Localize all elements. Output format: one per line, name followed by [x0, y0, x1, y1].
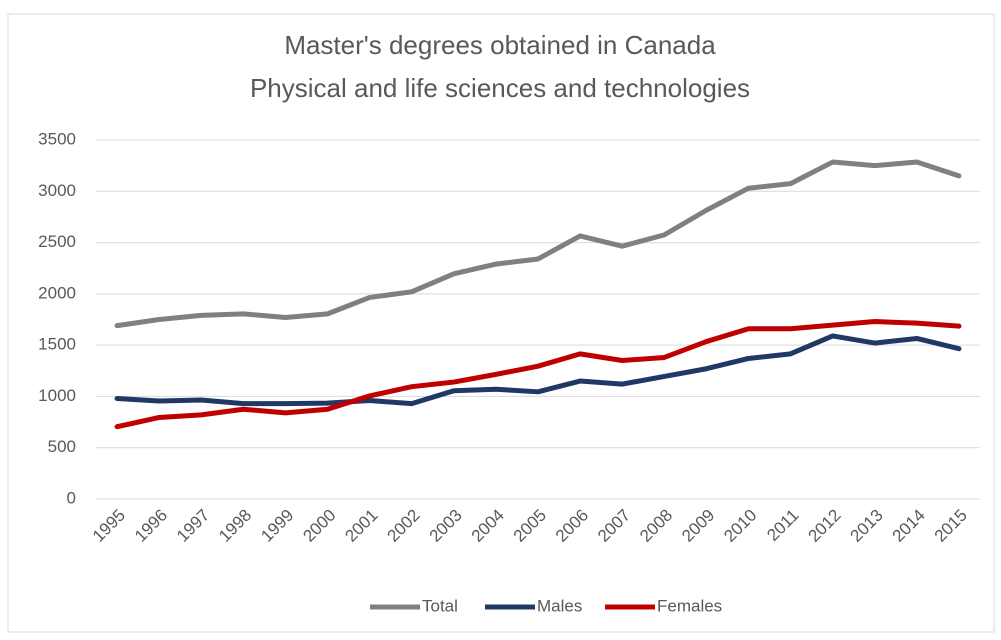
legend-label: Total: [422, 596, 458, 615]
y-tick-label: 1000: [38, 386, 76, 405]
y-tick-label: 500: [48, 437, 76, 456]
line-series: [114, 159, 962, 329]
y-tick-label: 3000: [38, 181, 76, 200]
line-series: [114, 319, 962, 430]
y-tick-label: 0: [67, 488, 76, 507]
y-tick-label: 3500: [38, 129, 76, 148]
y-tick-label: 2500: [38, 232, 76, 251]
y-tick-label: 1500: [38, 335, 76, 354]
chart-subtitle: Physical and life sciences and technolog…: [250, 73, 750, 103]
y-tick-label: 2000: [38, 283, 76, 302]
chart-title: Master's degrees obtained in Canada: [284, 30, 716, 60]
line-series: [114, 333, 962, 407]
legend-label: Females: [657, 596, 722, 615]
legend-label: Males: [537, 596, 582, 615]
